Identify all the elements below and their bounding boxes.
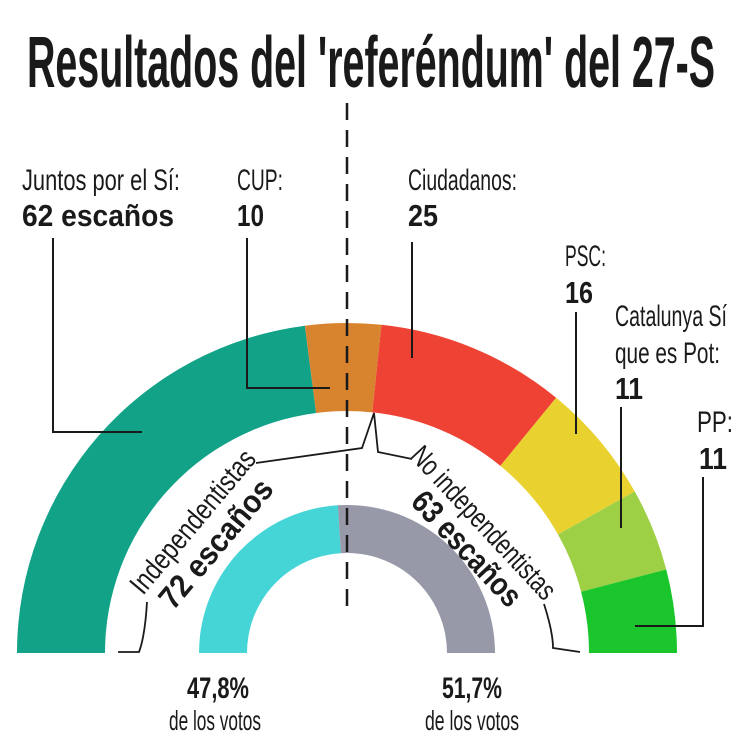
leader-juntos-por-el-si [52, 238, 142, 433]
label-ciudadanos: Ciudadanos: [408, 164, 517, 197]
value-pp: 11 [699, 441, 727, 476]
arc-segment-psc [500, 397, 635, 535]
label-juntos-por-el-si: Juntos por el Sí: [22, 164, 180, 197]
value-ciudadanos: 25 [408, 198, 438, 233]
arc-segment-ciudadanos [372, 324, 557, 466]
label-pp: PP: [697, 406, 733, 439]
arc-segment-catalunya-s-que-es-pot [557, 491, 667, 592]
value-psc: 16 [565, 275, 593, 310]
bracket-no-independentistas-bottom [543, 603, 581, 653]
arc-segment-cup [304, 323, 382, 413]
label-catalunya-si-que-es-pot-line1: Catalunya Sí [615, 300, 727, 333]
label-catalunya-si-que-es-pot-line2: que es Pot: [615, 337, 720, 370]
label-cup: CUP: [237, 164, 283, 197]
value-catalunya-si-que-es-pot: 11 [615, 371, 643, 406]
arc-segment-pp [581, 569, 678, 653]
value-cup: 10 [237, 198, 264, 233]
leader-cup [246, 238, 330, 389]
votes-right-caption: de los votos [425, 705, 519, 736]
votes-left-pct: 47,8% [187, 672, 249, 705]
arc-segments [17, 323, 678, 653]
label-psc: PSC: [565, 240, 606, 273]
leader-pp [635, 477, 704, 627]
bracket-bloc-split [255, 412, 413, 464]
arc-segment-juntos-por-el-s- [17, 325, 317, 653]
page-title: Resultados del 'referéndum' del 27-S [27, 23, 715, 103]
arc-votes-right [337, 504, 495, 653]
votes-left-caption: de los votos [169, 705, 261, 736]
arc-votes-left [199, 505, 341, 653]
votes-right-pct: 51,7% [442, 672, 502, 705]
value-juntos-por-el-si: 62 escaños [22, 198, 174, 233]
bracket-independentistas-bottom [118, 601, 148, 653]
